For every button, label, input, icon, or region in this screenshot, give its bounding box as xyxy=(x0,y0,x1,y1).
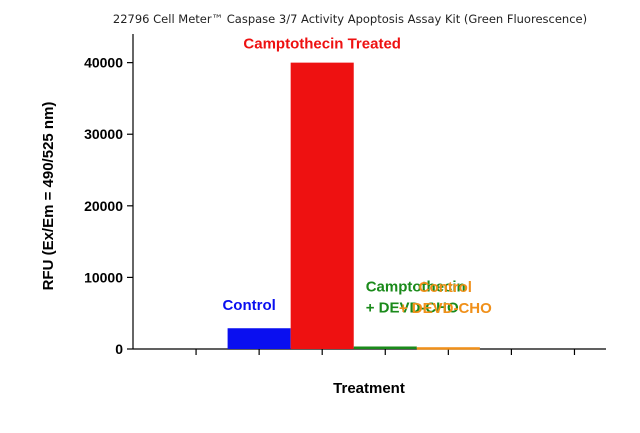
bars xyxy=(227,62,480,350)
y-axis-label: RFU (Ex/Em = 490/525 nm) xyxy=(40,102,57,291)
y-tick-label: 10000 xyxy=(84,269,123,285)
x-axis-label: Treatment xyxy=(333,380,405,397)
bar-control xyxy=(227,328,291,349)
bar-camptothecin-devd-cho xyxy=(353,346,417,349)
bar-camptothecin-treated xyxy=(290,62,354,350)
y-tick-label: 40000 xyxy=(84,55,123,71)
bar-label-camptothecin-treated: Camptothecin Treated xyxy=(243,36,401,53)
bar-label-camptothecin-devd-cho: + DEVD-CHO xyxy=(366,299,459,316)
bar-label-camptothecin-devd-cho: Camptothecin xyxy=(366,278,466,295)
y-tick-label: 20000 xyxy=(84,198,123,214)
bar-control-devd-cho xyxy=(416,347,480,350)
bar-label-control-devd-cho: + DEVD-CHO xyxy=(399,300,492,317)
y-tick-label: 30000 xyxy=(84,126,123,142)
y-ticks: 0 10000 20000 30000 40000 xyxy=(84,55,133,357)
y-tick-label: 0 xyxy=(115,341,123,357)
bar-labels: Control Camptothecin Treated Camptothecin +… xyxy=(222,36,492,318)
bar-label-control: Control xyxy=(222,297,275,314)
bar-label-control-devd-cho: Control xyxy=(419,279,472,296)
x-ticks xyxy=(195,349,576,355)
chart-title: 22796 Cell Meter™ Caspase 3/7 Activity A… xyxy=(113,12,587,26)
